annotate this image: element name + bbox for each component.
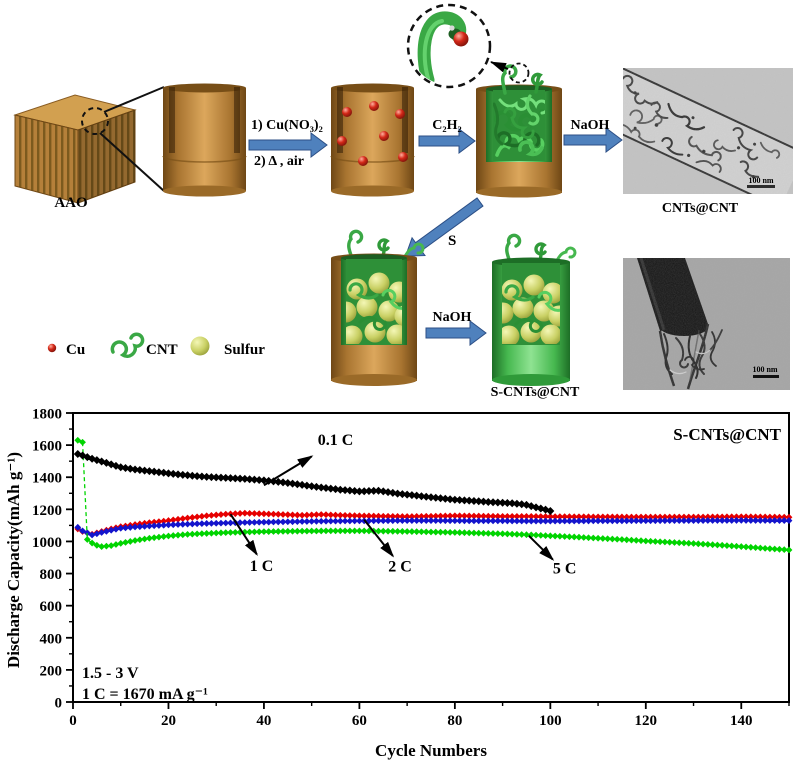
step1-arrow: 1) Cu(NO₃)₂ 2) Δ , air <box>248 118 328 169</box>
aao-front-face <box>14 114 79 204</box>
cycling-performance-chart: 0 20 40 60 80 100 120 1400200400600800100012001… <box>4 407 793 760</box>
aao-side-face <box>77 109 136 204</box>
x-tick-label: 80 <box>447 713 462 729</box>
aao-channel-cylinder <box>162 83 247 197</box>
voltage-window-note: 1.5 - 3 V <box>82 665 139 682</box>
cnt-cu-inset <box>406 3 492 89</box>
series-markers-1-c <box>74 509 793 538</box>
cnt-zoom-circle <box>508 62 530 84</box>
x-tick-label: 120 <box>635 713 658 729</box>
cnt-tangle <box>493 94 545 157</box>
annotation-arrow-5-c <box>528 535 555 561</box>
step5-label: NaOH <box>433 310 472 325</box>
legend-label-cnt: CNT <box>146 342 178 358</box>
x-tick-label: 60 <box>352 713 367 729</box>
aao-label: AAO <box>54 195 87 211</box>
sulfur-cnt-aao-cylinder <box>331 229 425 386</box>
annotation-arrow-0.1-c <box>263 455 314 487</box>
synthesis-schematic: AAO 1) Cu(NO₃)₂ 2) Δ , air C₂H₂ <box>13 3 793 400</box>
x-tick-label: 100 <box>539 713 562 729</box>
step2-label: C₂H₂ <box>432 118 461 133</box>
annotation-arrow-2-c <box>363 519 395 558</box>
sulfur-sphere-icon <box>190 336 210 356</box>
y-tick-label: 1400 <box>32 471 62 487</box>
plot-frame <box>72 412 790 703</box>
tem2-scalebar-label: 100 nm <box>752 365 777 374</box>
y-tick-label: 800 <box>40 567 63 583</box>
x-tick-label: 20 <box>161 713 176 729</box>
y-tick-label: 0 <box>55 696 63 712</box>
annotation-label-2-c: 2 C <box>388 559 412 576</box>
y-tick-label: 1000 <box>32 535 62 551</box>
zoom-line-top <box>103 86 165 113</box>
aao-zoom-circle <box>81 107 109 135</box>
annotation-label-5-c: 5 C <box>553 561 577 578</box>
aao-template-block: AAO <box>13 86 165 211</box>
y-tick-label: 600 <box>40 599 63 615</box>
inset-pointer-arrow <box>490 61 509 73</box>
x-axis-label: Cycle Numbers <box>375 741 487 760</box>
cnt-filled-cylinder <box>476 61 562 198</box>
cu-sphere-icon <box>47 343 57 353</box>
inset-catalyst-speck <box>449 25 455 31</box>
x-tick-label: 40 <box>256 713 271 729</box>
s-cnts-cnt-cylinder: S-CNTs@CNT <box>491 233 580 400</box>
y-axis-label: Discharge Capacity(mAh g⁻¹) <box>4 452 23 668</box>
tem2-scalebar <box>753 375 779 378</box>
cnt-over-sulfur <box>348 282 402 331</box>
legend-label-cu: Cu <box>66 342 85 358</box>
y-tick-label: 400 <box>40 631 63 647</box>
tem1-caption: CNTs@CNT <box>662 201 739 216</box>
tem-image-cnts-cnt: 100 nm CNTs@CNT <box>623 68 793 216</box>
step5-arrow: NaOH <box>425 310 487 346</box>
inset-cu-sphere <box>453 31 469 47</box>
cu-nanoparticles <box>337 101 408 166</box>
annotation-arrow-1-c <box>229 513 258 556</box>
product-caption: S-CNTs@CNT <box>491 385 580 400</box>
step1-label-line1: 1) Cu(NO₃)₂ <box>251 118 323 133</box>
sulfur-infusion-arrow: S <box>404 197 484 257</box>
x-tick-label: 0 <box>69 713 77 729</box>
cnt-curl-icon <box>110 332 145 359</box>
cu-decorated-cylinder <box>330 83 415 197</box>
y-tick-label: 1200 <box>32 503 62 519</box>
step1-label-line2: 2) Δ , air <box>254 154 304 169</box>
annotation-label-0.1-c: 0.1 C <box>318 432 354 449</box>
zoom-line-bottom <box>99 132 165 192</box>
legend-label-sulfur: Sulfur <box>224 342 265 358</box>
step2-arrow: C₂H₂ <box>418 118 476 154</box>
series-markers-2-c <box>74 517 793 539</box>
schematic-legend: Cu CNT Sulfur <box>47 332 265 359</box>
annotation-label-1-c: 1 C <box>250 558 274 575</box>
chart-dynamic-layer: 0 20 40 60 80 100 120 1400200400600800100012001… <box>32 407 793 729</box>
step3-arrow: NaOH <box>563 118 623 153</box>
tem1-scalebar <box>747 185 775 188</box>
sulfur-spheres-product <box>502 274 560 344</box>
sulfur-step-label: S <box>448 233 456 249</box>
cnt-over-sulfur-product <box>504 284 560 333</box>
cnt-protruding-curl-2 <box>530 72 544 94</box>
chart-title: S-CNTs@CNT <box>673 425 781 444</box>
tem-image-s-cnts-cnt: 100 nm <box>623 258 790 390</box>
y-tick-label: 1600 <box>32 439 62 455</box>
step3-label: NaOH <box>571 118 610 133</box>
c-rate-definition-note: 1 C = 1670 mA g⁻¹ <box>82 686 208 703</box>
x-tick-label: 140 <box>730 713 753 729</box>
series-markers-0.1-c <box>73 449 555 515</box>
y-tick-label: 1800 <box>32 407 62 423</box>
sulfur-spheres <box>346 272 402 344</box>
y-tick-label: 200 <box>40 663 63 679</box>
tem1-scalebar-label: 100 nm <box>748 176 773 185</box>
